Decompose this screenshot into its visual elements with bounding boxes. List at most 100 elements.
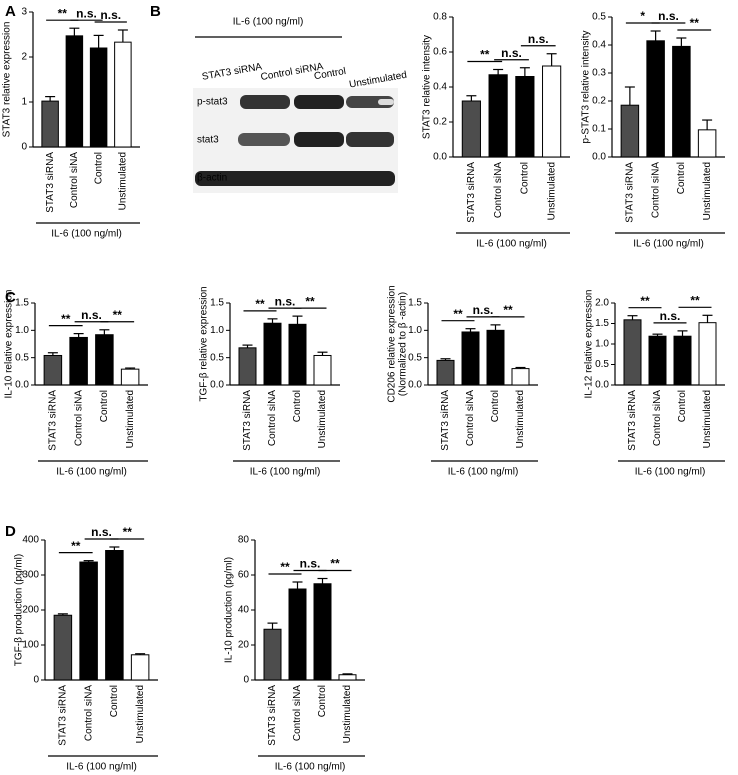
x-tick-label: Control siNA: [650, 162, 661, 218]
bar: [697, 129, 717, 158]
significance-label: n.s.: [528, 32, 549, 46]
significance-label: **: [61, 312, 71, 326]
x-tick-label: STAT3 siRNA: [440, 390, 451, 451]
significance-label: **: [503, 303, 513, 317]
panel-label: B: [150, 3, 161, 20]
lane-label: STAT3 siRNA: [201, 61, 263, 82]
row-label: p-stat3: [197, 97, 228, 108]
significance-label: **: [71, 539, 81, 553]
bar: [288, 323, 307, 386]
x-tick-label: Unstimulated: [515, 390, 526, 448]
bar: [698, 322, 717, 386]
row-label: stat3: [197, 135, 219, 146]
y-tick-label: 2.0: [595, 298, 609, 309]
band: [346, 132, 394, 147]
y-tick-label: 1.0: [210, 325, 224, 336]
significance-label: n.s.: [300, 557, 321, 571]
significance-label: **: [690, 293, 700, 307]
x-tick-label: Control siNA: [493, 162, 504, 218]
significance-label: **: [330, 557, 340, 571]
y-tick-label: 1.5: [408, 298, 422, 309]
significance-label: n.s.: [658, 9, 679, 23]
y-tick-label: 1.5: [210, 298, 224, 309]
bar: [263, 322, 282, 386]
y-tick-label: 0.0: [15, 380, 29, 391]
y-axis-label: STAT3 relative expression: [2, 22, 13, 138]
significance-label: n.s.: [76, 6, 97, 20]
y-axis-label: STAT3 relative intensity: [422, 35, 433, 139]
y-tick-label: 0.2: [592, 96, 606, 107]
band: [238, 133, 290, 146]
significance-label: **: [123, 525, 133, 539]
x-tick-label: Unstimulated: [118, 152, 129, 210]
significance-label: n.s.: [275, 294, 296, 308]
group-label: IL-6 (100 ng/ml): [66, 762, 137, 773]
x-tick-label: Control: [677, 390, 688, 422]
panel-label: D: [5, 523, 16, 540]
y-tick-label: 0.0: [592, 152, 606, 163]
y-tick-label: 200: [22, 605, 39, 616]
y-tick-label: 0.5: [408, 352, 422, 363]
group-label: IL-6 (100 ng/ml): [51, 229, 122, 240]
x-tick-label: Unstimulated: [342, 685, 353, 743]
group-label: IL-6 (100 ng/ml): [250, 467, 321, 478]
panel-label: C: [5, 289, 16, 306]
x-tick-label: Control: [676, 162, 687, 194]
x-tick-label: Control: [490, 390, 501, 422]
y-tick-label: 1.0: [15, 325, 29, 336]
bar: [515, 76, 535, 158]
significance-label: **: [255, 297, 265, 311]
bar: [114, 41, 132, 148]
x-tick-label: Control: [99, 390, 110, 422]
bar: [511, 368, 530, 386]
bar: [672, 45, 691, 158]
band: [294, 95, 344, 109]
y-tick-label: 0.5: [592, 12, 606, 23]
significance-label: **: [690, 16, 700, 30]
y-tick-label: 0.5: [595, 359, 609, 370]
x-tick-label: Control siNA: [292, 685, 303, 741]
y-tick-label: 2: [21, 52, 27, 63]
y-tick-label: 20: [238, 640, 250, 651]
significance-label: **: [640, 294, 650, 308]
y-tick-label: 0: [243, 675, 249, 686]
y-tick-label: 0.8: [433, 12, 447, 23]
y-tick-label: 1: [21, 97, 27, 108]
significance-label: n.s.: [100, 8, 121, 22]
y-tick-label: 0.0: [408, 380, 422, 391]
y-tick-label: 40: [238, 605, 250, 616]
group-label: IL-6 (100 ng/ml): [448, 467, 519, 478]
x-tick-label: Control: [292, 390, 303, 422]
significance-label: n.s.: [91, 525, 112, 539]
bar: [313, 354, 332, 386]
significance-label: **: [453, 307, 463, 321]
y-axis-label: IL-10 relative expression: [4, 290, 15, 399]
x-tick-label: Control siNA: [267, 390, 278, 446]
bar: [620, 104, 640, 158]
y-tick-label: 1.0: [595, 339, 609, 350]
significance-label: **: [113, 308, 123, 322]
y-tick-label: 60: [238, 570, 250, 581]
row-label: β-actin: [197, 173, 227, 184]
y-tick-label: 80: [238, 535, 250, 546]
x-tick-label: Unstimulated: [317, 390, 328, 448]
y-tick-label: 0.1: [592, 124, 606, 135]
x-tick-label: STAT3 siRNA: [45, 152, 56, 213]
group-label: IL-6 (100 ng/ml): [633, 239, 704, 250]
y-axis-label: TGF-β relative expression: [199, 286, 210, 401]
bar: [95, 334, 114, 386]
x-tick-label: Control siNA: [652, 390, 663, 446]
y-tick-label: 300: [22, 570, 39, 581]
y-tick-label: 0.0: [210, 380, 224, 391]
bar: [263, 628, 282, 681]
bar: [120, 368, 140, 386]
bar: [436, 359, 455, 386]
bar: [130, 654, 150, 681]
y-tick-label: 0.5: [15, 352, 29, 363]
group-label: IL-6 (100 ng/ml): [635, 467, 706, 478]
x-tick-label: Control: [93, 152, 104, 184]
x-tick-label: Control: [520, 162, 531, 194]
bar: [488, 74, 508, 158]
y-axis-label: p-STAT3 relative intensity: [581, 30, 592, 143]
